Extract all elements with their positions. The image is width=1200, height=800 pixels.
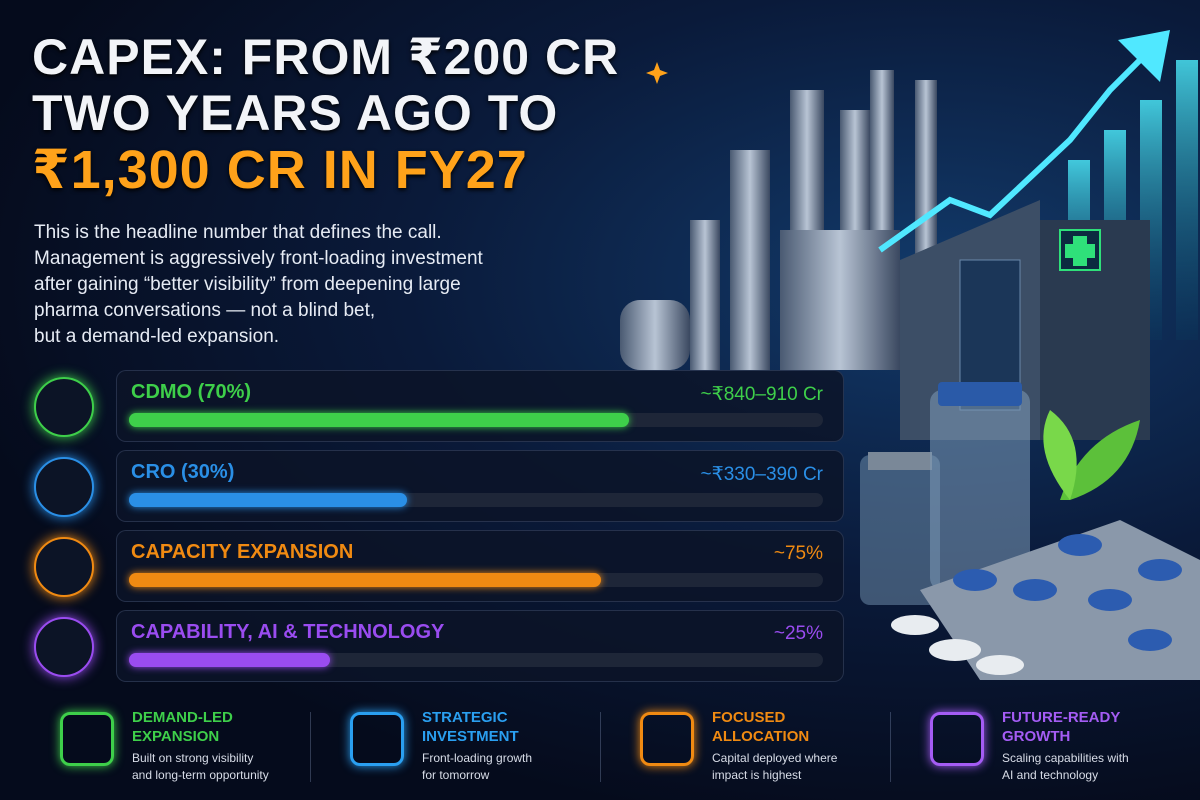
sparkle xyxy=(646,62,668,84)
title-line: ₹1,300 CR IN FY27 xyxy=(32,140,528,200)
title-line: CAPEX: FROM ₹200 CR xyxy=(32,29,620,85)
bottles xyxy=(860,382,1140,605)
bar-fill xyxy=(129,413,629,427)
arrow-head xyxy=(1118,30,1170,82)
feature-title-line: FUTURE-READY xyxy=(1002,709,1121,726)
intro: This is the headline number that defines… xyxy=(34,220,483,350)
feature: FOCUSED ALLOCATION Capital deployed where i… xyxy=(620,706,910,796)
feature-text: Scaling capabilities with AI and technolo… xyxy=(1002,750,1129,784)
allocation-card: CRO (30%) ~₹330–390 Cr xyxy=(116,450,844,522)
divider xyxy=(890,712,891,782)
feature-title-line: GROWTH xyxy=(1002,728,1071,745)
feature-title: FUTURE-READY GROWTH xyxy=(1002,708,1120,746)
feature-text: Front-loading growth for tomorrow xyxy=(422,750,532,784)
row-icon xyxy=(34,377,94,437)
bar-fill xyxy=(129,573,601,587)
building xyxy=(900,200,1150,440)
bar-fill xyxy=(129,653,331,667)
allocation-card: CAPACITY EXPANSION ~75% xyxy=(116,530,844,602)
feature-text-line: and long-term opportunity xyxy=(132,768,269,782)
feature-text-line: Front-loading growth xyxy=(422,751,533,765)
feature-text-line: for tomorrow xyxy=(422,768,490,782)
row-amount: ~₹840–910 Cr xyxy=(700,384,823,405)
feature-text-line: impact is highest xyxy=(712,768,802,782)
feature-title: FOCUSED ALLOCATION xyxy=(712,708,809,746)
row-label: CAPACITY EXPANSION xyxy=(131,541,354,563)
bar-track xyxy=(129,653,823,667)
feature-title: STRATEGIC INVESTMENT xyxy=(422,708,519,746)
feature-text-line: Scaling capabilities with xyxy=(1002,751,1129,765)
feature-title-line: FOCUSED xyxy=(712,709,786,726)
feature-icon xyxy=(350,712,404,766)
title-line: TWO YEARS AGO TO xyxy=(32,85,559,141)
row-label: CAPABILITY, AI & TECHNOLOGY xyxy=(131,621,445,643)
feature-text-line: AI and technology xyxy=(1002,768,1099,782)
row-icon xyxy=(34,617,94,677)
allocation-card: CAPABILITY, AI & TECHNOLOGY ~25% xyxy=(116,610,844,682)
feature-text: Built on strong visibility and long-term … xyxy=(132,750,269,784)
trend-arrow xyxy=(878,57,1143,253)
feature-icon xyxy=(640,712,694,766)
row-amount: ~75% xyxy=(773,543,823,564)
feature-title-line: DEMAND-LED xyxy=(132,709,233,726)
feature-title-line: INVESTMENT xyxy=(422,728,519,745)
bar-fill xyxy=(129,493,407,507)
feature-text-line: Capital deployed where xyxy=(712,751,838,765)
feature-title-line: EXPANSION xyxy=(132,728,220,745)
bar-track xyxy=(129,413,823,427)
row-icon xyxy=(34,457,94,517)
factory xyxy=(620,70,937,370)
allocation-card: CDMO (70%) ~₹840–910 Cr xyxy=(116,370,844,442)
feature-text-line: Built on strong visibility xyxy=(132,751,254,765)
feature: FUTURE-READY GROWTH Scaling capabilities w… xyxy=(910,706,1200,796)
feature-title-line: STRATEGIC xyxy=(422,709,508,726)
feature-title: DEMAND-LED EXPANSION xyxy=(132,708,233,746)
blister-pack xyxy=(891,520,1200,680)
feature-icon xyxy=(930,712,984,766)
row-amount: ~25% xyxy=(773,623,823,644)
row-amount: ~₹330–390 Cr xyxy=(700,464,823,485)
bar-track xyxy=(129,493,823,507)
intro-line: pharma conversations — not a blind bet, xyxy=(34,300,376,321)
feature: STRATEGIC INVESTMENT Front-loading growth f… xyxy=(330,706,620,796)
divider xyxy=(310,712,311,782)
intro-line: Management is aggressively front-loading… xyxy=(34,248,483,269)
bar-track xyxy=(129,573,823,587)
feature-text: Capital deployed where impact is highest xyxy=(712,750,837,784)
intro-line: This is the headline number that defines… xyxy=(34,222,442,243)
feature: DEMAND-LED EXPANSION Built on strong visib… xyxy=(40,706,330,796)
intro-line: after gaining “better visibility” from d… xyxy=(34,274,461,295)
row-icon xyxy=(34,537,94,597)
divider xyxy=(600,712,601,782)
row-label: CRO (30%) xyxy=(131,461,235,483)
intro-line: but a demand-led expansion. xyxy=(34,326,280,347)
feature-title-line: ALLOCATION xyxy=(712,728,810,745)
row-label: CDMO (70%) xyxy=(131,381,252,403)
feature-icon xyxy=(60,712,114,766)
